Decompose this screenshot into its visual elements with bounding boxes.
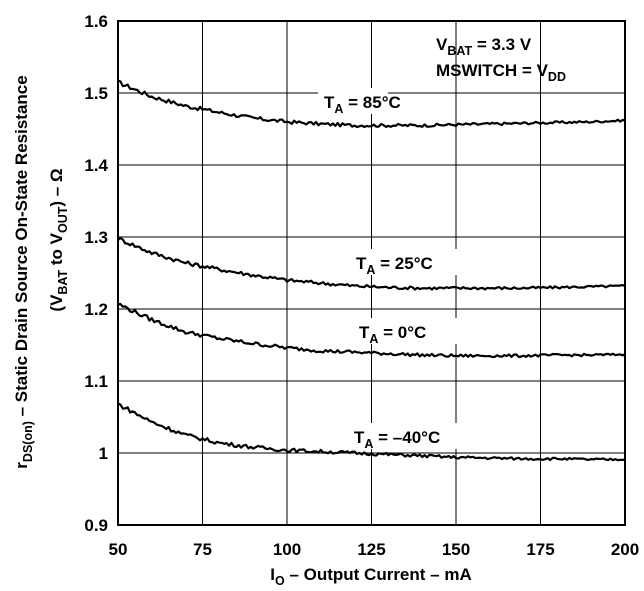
series-line — [117, 236, 626, 291]
x-tick-label: 75 — [193, 540, 212, 559]
svg-text:TA = –40°C: TA = –40°C — [354, 428, 440, 451]
series-line — [117, 79, 626, 129]
series-line — [117, 402, 626, 462]
x-axis-title: IO – Output Current – mA — [270, 565, 471, 588]
series-label-25c: TA = 25°C — [352, 249, 467, 277]
annotation-mswitch: MSWITCH = VDD — [436, 61, 566, 84]
y-tick-label: 1.4 — [84, 156, 108, 175]
y-tick-label: 1.3 — [84, 228, 108, 247]
x-tick-label: 125 — [357, 540, 385, 559]
series-label-0c: TA = 0°C — [355, 318, 465, 346]
series-label-minus40c: TA = –40°C — [350, 423, 468, 451]
x-tick-labels: 50 75 100 125 150 175 200 — [109, 540, 640, 559]
annotation-vbat: VBAT = 3.3 V — [436, 35, 532, 58]
y-tick-label: 0.9 — [84, 516, 108, 535]
x-tick-label: 175 — [526, 540, 554, 559]
y-axis-title-line1: rDS(on) – Static Drain Source On-State R… — [12, 75, 35, 468]
series-group — [117, 79, 626, 462]
y-tick-labels: 0.9 1 1.1 1.2 1.3 1.4 1.5 1.6 — [84, 12, 108, 535]
svg-text:TA = 25°C: TA = 25°C — [356, 254, 433, 277]
y-tick-label: 1.2 — [84, 300, 108, 319]
svg-text:TA = 85°C: TA = 85°C — [324, 93, 401, 116]
series-label-85c: TA = 85°C — [318, 88, 401, 116]
svg-text:TA = 0°C: TA = 0°C — [359, 323, 426, 346]
y-tick-label: 1.1 — [84, 372, 108, 391]
x-tick-label: 100 — [273, 540, 301, 559]
y-tick-label: 1.5 — [84, 84, 108, 103]
x-tick-label: 50 — [109, 540, 128, 559]
y-tick-label: 1.6 — [84, 12, 108, 31]
y-tick-label: 1 — [99, 444, 108, 463]
x-tick-label: 150 — [442, 540, 470, 559]
x-tick-label: 200 — [611, 540, 639, 559]
series-line — [117, 302, 626, 359]
y-axis-title-line2: (VBAT to VOUT) – Ω — [47, 168, 70, 311]
